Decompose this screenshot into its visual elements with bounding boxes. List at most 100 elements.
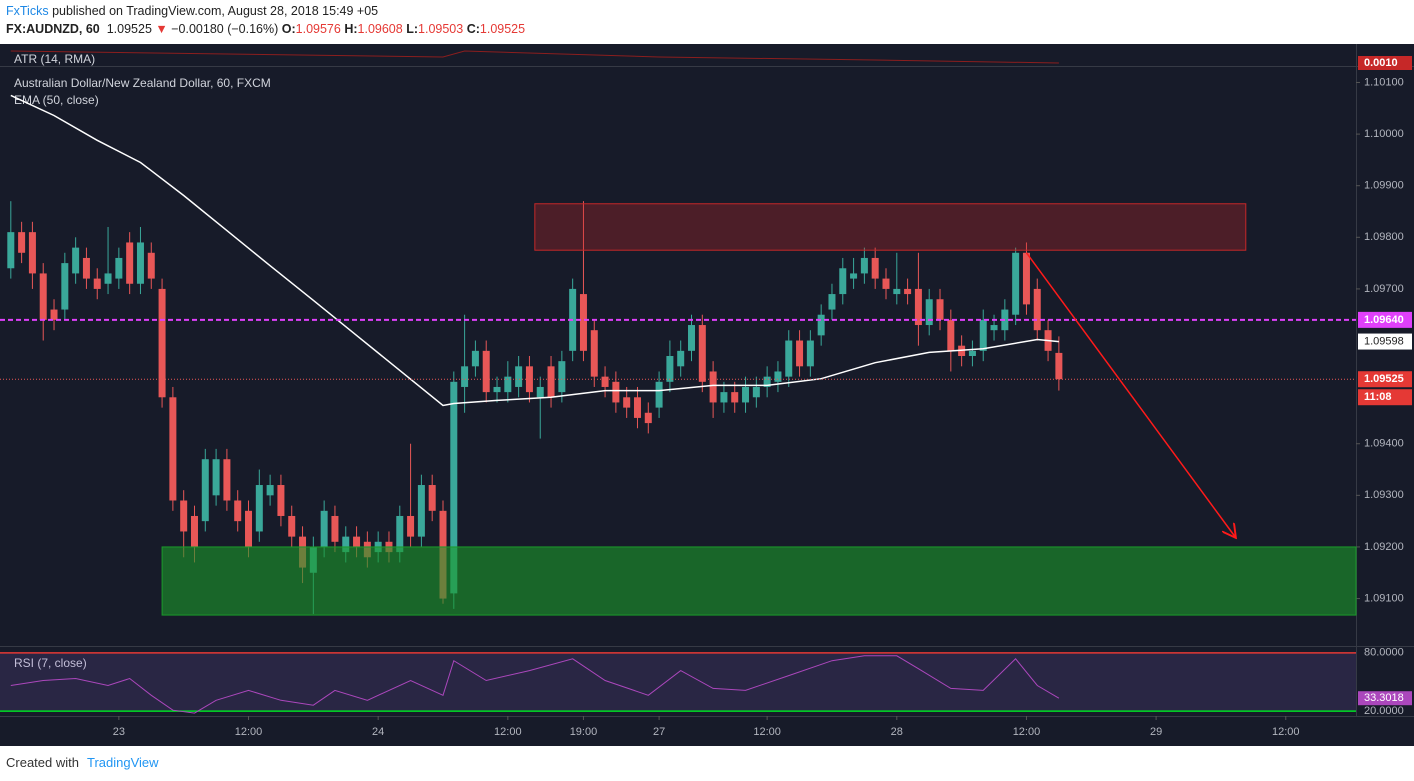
candle-body bbox=[1055, 352, 1063, 380]
candle-body bbox=[806, 340, 814, 367]
last-price-label-box bbox=[1358, 371, 1412, 388]
candle-body bbox=[72, 247, 80, 274]
x-tick-label: 12:00 bbox=[1013, 726, 1041, 738]
background bbox=[0, 44, 1414, 746]
candle-body bbox=[39, 273, 47, 320]
candle-body bbox=[990, 325, 998, 331]
candle-body bbox=[763, 376, 771, 387]
candle-body bbox=[947, 319, 955, 351]
candle-body bbox=[417, 485, 425, 537]
candle-body bbox=[277, 485, 285, 516]
x-tick-label: 24 bbox=[372, 726, 384, 738]
ohlc-label: O: bbox=[281, 22, 296, 36]
candle-body bbox=[644, 412, 652, 424]
x-tick-label: 12:00 bbox=[753, 726, 781, 738]
candle-body bbox=[525, 366, 533, 393]
candle-body bbox=[936, 299, 944, 320]
y-tick-label: 1.10100 bbox=[1364, 76, 1404, 88]
candle-body bbox=[655, 381, 663, 408]
zone bbox=[161, 546, 1357, 616]
candle-body bbox=[871, 257, 879, 279]
x-tick-label: 12:00 bbox=[1272, 726, 1300, 738]
countdown-box bbox=[1358, 389, 1412, 406]
candle-body bbox=[234, 500, 242, 522]
candle-body bbox=[839, 268, 847, 295]
candle-body bbox=[331, 515, 339, 542]
atr-label-box bbox=[1358, 56, 1412, 70]
candle-body bbox=[547, 366, 555, 398]
level-label: 1.09640 bbox=[1364, 314, 1404, 326]
candle-body bbox=[1033, 288, 1041, 331]
candle-body bbox=[104, 273, 112, 284]
arrow: ▼ bbox=[155, 22, 168, 36]
candle-body bbox=[742, 386, 750, 403]
candle-body bbox=[93, 278, 101, 289]
x-tick-label: 12:00 bbox=[494, 726, 522, 738]
rsi-line bbox=[10, 655, 1060, 714]
candle-body bbox=[612, 381, 620, 403]
candle-body bbox=[212, 459, 220, 496]
pane-label: RSI (7, close) bbox=[14, 656, 87, 670]
candle-body bbox=[407, 515, 415, 537]
last: 1.09525 bbox=[106, 22, 152, 36]
candle-body bbox=[590, 330, 598, 377]
candle-body bbox=[353, 536, 361, 547]
header-line: FxTicks published on TradingView.com, Au… bbox=[6, 4, 378, 18]
ohlc-value: 1.09608 bbox=[357, 22, 403, 36]
candle-body bbox=[7, 232, 15, 269]
candle-body bbox=[396, 515, 404, 553]
ohlc-value: 1.09525 bbox=[479, 22, 526, 36]
change: −0.00180 (−0.16%) bbox=[171, 22, 279, 36]
candle-body bbox=[180, 500, 188, 532]
atr-line bbox=[10, 50, 1059, 64]
footer: Created with TradingView bbox=[6, 755, 159, 770]
level-label-box bbox=[1358, 311, 1412, 328]
candle-body bbox=[785, 340, 793, 377]
last-price-label: 1.09525 bbox=[1364, 373, 1404, 385]
rsi-label-box bbox=[1358, 691, 1412, 706]
brand[interactable]: TradingView bbox=[86, 755, 159, 770]
x-tick-label: 19:00 bbox=[570, 726, 598, 738]
pane-label: ATR (14, RMA) bbox=[14, 52, 95, 66]
publisher[interactable]: FxTicks bbox=[6, 4, 49, 18]
candle-body bbox=[601, 376, 609, 387]
candle-body bbox=[450, 381, 458, 594]
rsi-band bbox=[0, 652, 1356, 712]
candle-body bbox=[482, 350, 490, 393]
rsi-tick-label: 20.0000 bbox=[1364, 705, 1404, 717]
candle-body bbox=[50, 309, 58, 320]
candle-body bbox=[731, 392, 739, 403]
candle-body bbox=[666, 356, 674, 382]
candle-body bbox=[82, 257, 90, 279]
candle-body bbox=[255, 485, 263, 532]
candle-body bbox=[633, 397, 641, 418]
candle-body bbox=[115, 257, 123, 279]
symbol: FX:AUDNZD, 60 bbox=[6, 22, 100, 36]
rsi-label: 33.3018 bbox=[1364, 692, 1404, 704]
candle-body bbox=[882, 278, 890, 289]
candle-body bbox=[850, 273, 858, 279]
candle-body bbox=[515, 366, 523, 387]
candle-body bbox=[126, 242, 134, 284]
candle-body bbox=[201, 459, 209, 522]
ohlc-value: 1.09576 bbox=[295, 22, 341, 36]
candle-body bbox=[342, 536, 350, 553]
candle-body bbox=[245, 510, 253, 547]
candle-body bbox=[61, 263, 69, 310]
candle-body bbox=[914, 288, 922, 326]
ema-label-box bbox=[1358, 333, 1412, 350]
ohlc-label: H: bbox=[344, 22, 358, 36]
candle-body bbox=[320, 510, 328, 547]
candle-body bbox=[28, 232, 36, 274]
x-tick-label: 29 bbox=[1150, 726, 1162, 738]
y-tick-label: 1.10000 bbox=[1364, 128, 1404, 140]
ohlc-value: 1.09503 bbox=[418, 22, 464, 36]
candle-body bbox=[752, 386, 760, 398]
candle-body bbox=[169, 397, 177, 501]
atr-label: 0.0010 bbox=[1364, 57, 1398, 69]
candle-body bbox=[223, 459, 231, 501]
chart: ATR (14, RMA) Australian Dollar/New Zeal… bbox=[0, 44, 1414, 746]
candle-body bbox=[1012, 252, 1020, 315]
ohlc-label: C: bbox=[466, 22, 480, 36]
